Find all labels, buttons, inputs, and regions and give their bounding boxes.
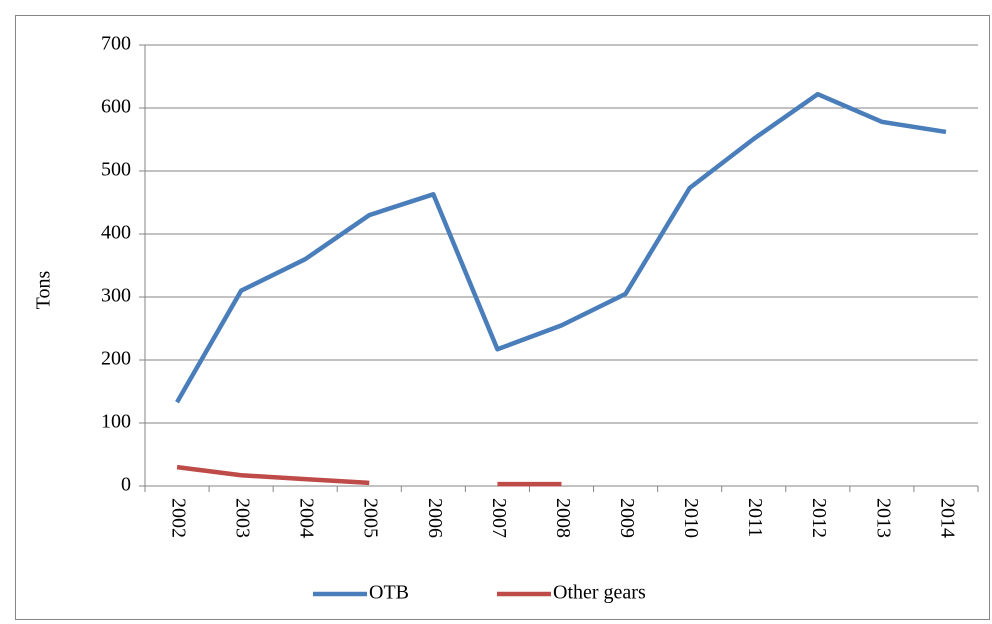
series-line: [176, 464, 370, 486]
chart-border: [15, 15, 990, 620]
x-tick-label: 2006: [424, 498, 446, 538]
x-tick-label: 2012: [808, 498, 830, 538]
y-tick-label: 500: [101, 159, 131, 181]
x-tick-label: 2005: [360, 498, 382, 538]
x-tick-label: 2003: [232, 498, 254, 538]
x-tick-label: 2010: [680, 498, 702, 538]
x-tick-label: 2009: [616, 498, 638, 538]
y-axis-label: Tons: [33, 270, 55, 309]
series-line: [175, 91, 947, 404]
x-tick-label: 2004: [296, 498, 318, 538]
legend-label: OTB: [369, 582, 409, 604]
y-tick-label: 0: [121, 474, 131, 496]
x-tick-label: 2002: [167, 498, 189, 538]
x-tick-label: 2011: [744, 498, 766, 537]
y-tick-label: 400: [101, 222, 131, 244]
y-tick-label: 200: [101, 348, 131, 370]
x-tick-label: 2014: [936, 498, 958, 538]
x-tick-label: 2007: [488, 498, 510, 538]
x-tick-label: 2008: [552, 498, 574, 538]
y-tick-label: 600: [101, 96, 131, 118]
legend-label: Other gears: [553, 582, 646, 604]
y-tick-label: 300: [101, 285, 131, 307]
y-tick-label: 100: [101, 411, 131, 433]
y-tick-label: 700: [101, 33, 131, 55]
x-tick-label: 2013: [872, 498, 894, 538]
